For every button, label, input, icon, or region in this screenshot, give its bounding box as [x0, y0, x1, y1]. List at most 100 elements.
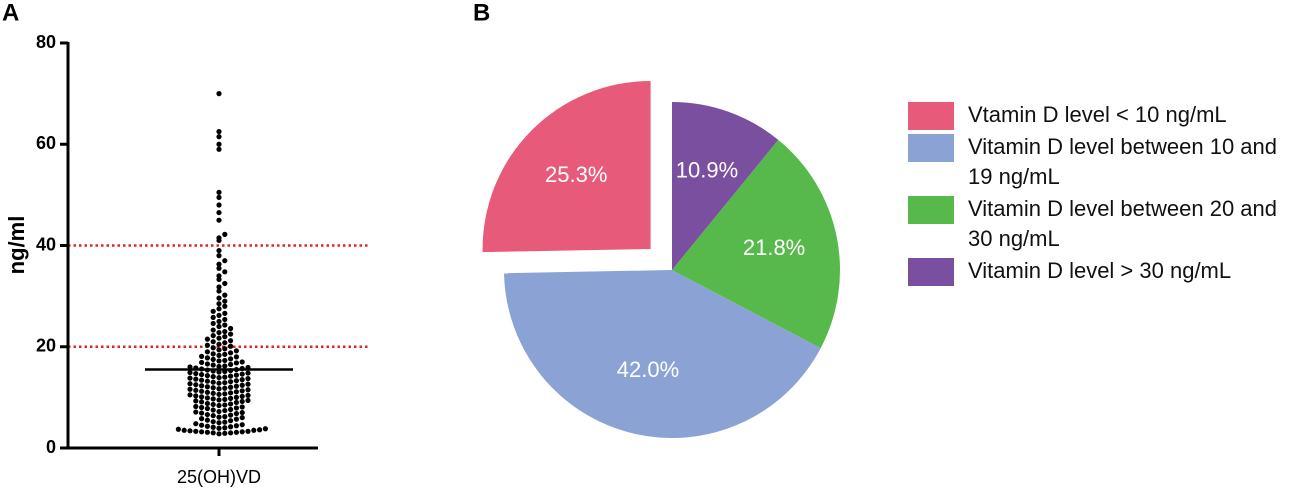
- dot: [222, 322, 228, 328]
- dot: [193, 393, 199, 399]
- dot: [222, 385, 228, 391]
- dot: [222, 419, 228, 425]
- slice-label: 25.3%: [545, 162, 607, 187]
- dot: [204, 355, 210, 361]
- dot: [245, 397, 251, 404]
- dot: [222, 407, 228, 414]
- dot: [204, 400, 210, 407]
- dot: [204, 384, 210, 390]
- dot: [210, 362, 216, 368]
- dot: [187, 428, 193, 434]
- dot: [222, 231, 228, 237]
- dot: [222, 363, 228, 369]
- dot: [204, 361, 210, 367]
- dot: [239, 398, 245, 405]
- dot: [222, 402, 228, 408]
- legend-item: Vitamin D level between 10 and 19 ng/mL: [908, 132, 1294, 192]
- dot: [245, 392, 251, 398]
- dot: [187, 392, 193, 398]
- dot: [193, 428, 199, 434]
- dot: [210, 345, 216, 351]
- dot: [228, 401, 234, 407]
- y-tick-label: 20: [36, 336, 56, 356]
- dot: [216, 141, 222, 147]
- dot: [216, 380, 222, 386]
- dot: [222, 374, 228, 380]
- dot: [216, 431, 222, 437]
- dot: [210, 327, 216, 333]
- dot: [204, 405, 210, 412]
- dot: [210, 413, 216, 419]
- dot: [216, 273, 222, 279]
- legend-swatch: [908, 196, 954, 224]
- dot: [233, 348, 239, 354]
- dot: [216, 363, 222, 370]
- dot: [222, 258, 228, 264]
- dot: [222, 351, 228, 357]
- dot: [181, 427, 187, 433]
- dot: [228, 430, 234, 436]
- dot: [187, 369, 193, 376]
- slice-label: 10.9%: [676, 158, 738, 183]
- dot: [233, 378, 239, 384]
- dot: [193, 370, 199, 377]
- dot: [233, 360, 239, 366]
- dot: [245, 387, 251, 393]
- dot: [187, 381, 193, 387]
- dot: [228, 356, 234, 362]
- dot: [239, 388, 245, 394]
- dot: [216, 261, 222, 267]
- dot: [222, 269, 228, 275]
- dot: [210, 401, 216, 408]
- panel-label: B: [473, 0, 490, 26]
- dot: [222, 310, 228, 316]
- dot: [216, 295, 222, 301]
- dot: [216, 284, 222, 290]
- dot: [204, 395, 210, 401]
- dot: [216, 301, 222, 307]
- legend-label: Vitamin D level between 10 and 19 ng/mL: [968, 134, 1278, 189]
- dot: [216, 425, 222, 431]
- dot: [204, 373, 210, 379]
- dot: [233, 405, 239, 411]
- dot: [233, 429, 239, 435]
- dot: [210, 407, 216, 413]
- dot: [228, 331, 234, 337]
- dot: [210, 333, 216, 339]
- dot: [199, 371, 205, 378]
- dot: [222, 303, 228, 309]
- dot: [245, 370, 251, 376]
- dot: [228, 418, 234, 424]
- dot: [233, 383, 239, 389]
- dot: [216, 306, 222, 312]
- dot: [210, 374, 216, 380]
- dot: [175, 426, 181, 432]
- dot: [216, 375, 222, 381]
- dot: [216, 335, 222, 341]
- dot: [199, 429, 205, 435]
- dot: [233, 410, 239, 417]
- dot: [216, 134, 222, 140]
- dot: [216, 323, 222, 330]
- dot: [228, 361, 234, 368]
- dot: [222, 334, 228, 340]
- dot: [239, 415, 245, 421]
- dot: [228, 350, 234, 356]
- dot: [222, 340, 228, 346]
- dot: [233, 423, 239, 429]
- pie-slice: [504, 270, 821, 439]
- dot: [222, 391, 228, 397]
- dot: [233, 389, 239, 395]
- dot: [239, 404, 245, 410]
- y-tick-label: 60: [36, 133, 56, 153]
- dot: [233, 372, 239, 378]
- dot: [199, 383, 205, 389]
- slice-label: 21.8%: [743, 235, 805, 260]
- pie-slice: [482, 80, 651, 253]
- dot: [228, 343, 234, 349]
- dot: [216, 358, 222, 364]
- dot: [222, 430, 228, 436]
- dot: [239, 422, 245, 428]
- dot: [222, 316, 228, 323]
- dot: [216, 202, 222, 208]
